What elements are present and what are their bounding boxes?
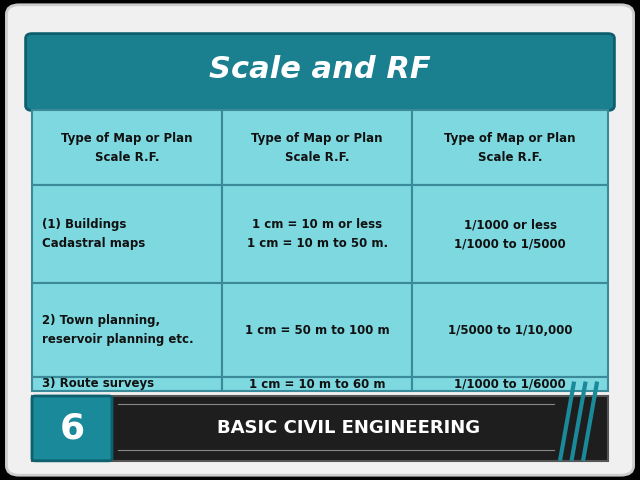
FancyBboxPatch shape xyxy=(26,34,614,110)
Bar xyxy=(412,283,608,377)
Bar xyxy=(32,185,222,283)
Text: 1 cm = 10 m or less
1 cm = 10 m to 50 m.: 1 cm = 10 m or less 1 cm = 10 m to 50 m. xyxy=(246,218,388,250)
Bar xyxy=(32,396,608,461)
Bar xyxy=(32,110,222,185)
Text: BASIC CIVIL ENGINEERING: BASIC CIVIL ENGINEERING xyxy=(217,420,481,437)
Bar xyxy=(32,377,222,391)
Bar xyxy=(412,110,608,185)
Text: 2) Town planning,
reservoir planning etc.: 2) Town planning, reservoir planning etc… xyxy=(42,314,193,346)
Bar xyxy=(222,110,412,185)
Bar xyxy=(222,283,412,377)
Bar xyxy=(222,185,412,283)
Text: (1) Buildings
Cadastral maps: (1) Buildings Cadastral maps xyxy=(42,218,145,250)
Text: 1/1000 or less
1/1000 to 1/5000: 1/1000 or less 1/1000 to 1/5000 xyxy=(454,218,566,250)
Text: 1/1000 to 1/6000: 1/1000 to 1/6000 xyxy=(454,377,566,391)
Text: 3) Route surveys: 3) Route surveys xyxy=(42,377,154,391)
Bar xyxy=(222,377,412,391)
Text: Scale and RF: Scale and RF xyxy=(209,55,431,84)
Text: 1 cm = 50 m to 100 m: 1 cm = 50 m to 100 m xyxy=(245,324,389,336)
Bar xyxy=(412,185,608,283)
Bar xyxy=(32,283,222,377)
Text: Type of Map or Plan
Scale R.F.: Type of Map or Plan Scale R.F. xyxy=(444,132,576,164)
Text: 6: 6 xyxy=(60,411,84,445)
Text: Type of Map or Plan
Scale R.F.: Type of Map or Plan Scale R.F. xyxy=(61,132,193,164)
Text: 1 cm = 10 m to 60 m: 1 cm = 10 m to 60 m xyxy=(249,377,385,391)
Bar xyxy=(412,377,608,391)
Text: 1/5000 to 1/10,000: 1/5000 to 1/10,000 xyxy=(448,324,572,336)
FancyBboxPatch shape xyxy=(32,396,112,461)
FancyBboxPatch shape xyxy=(6,5,634,475)
Text: Type of Map or Plan
Scale R.F.: Type of Map or Plan Scale R.F. xyxy=(252,132,383,164)
